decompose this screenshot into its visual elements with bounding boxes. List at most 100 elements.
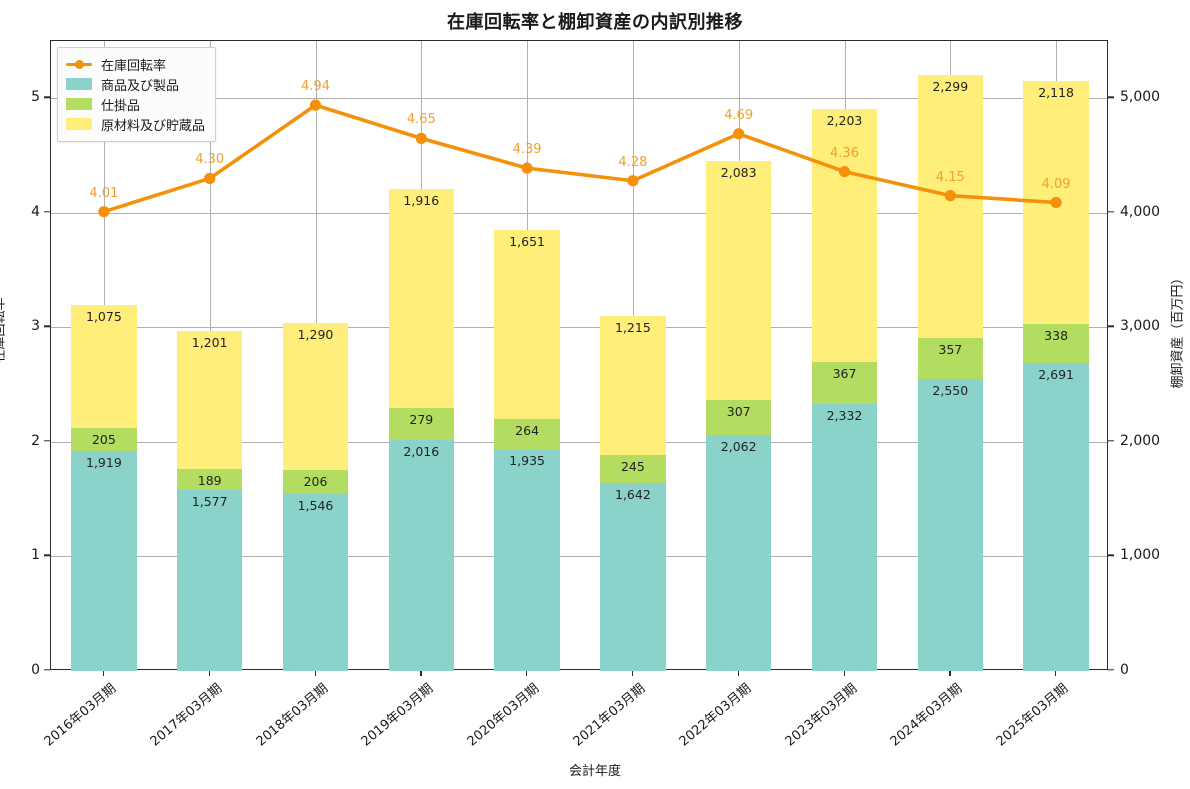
turnover-value-label: 4.69 bbox=[724, 107, 754, 123]
x-tick-mark bbox=[737, 670, 740, 676]
x-tick-mark bbox=[526, 670, 528, 676]
y-tick-mark-left bbox=[44, 96, 50, 98]
bar-segment-merchandise bbox=[1023, 362, 1089, 671]
y-tick-label-left: 0 bbox=[31, 662, 40, 678]
legend-item-wip: 仕掛品 bbox=[66, 94, 205, 114]
bar-segment-materials bbox=[176, 331, 243, 469]
x-tick-mark bbox=[843, 670, 845, 676]
y-tick-mark-left bbox=[44, 669, 50, 671]
y-tick-mark-right bbox=[1108, 669, 1114, 671]
legend-label-materials: 原材料及び貯蔵品 bbox=[101, 118, 206, 134]
bar-value-label: 1,577 bbox=[191, 494, 228, 510]
legend-item-turnover: 在庫回転率 bbox=[66, 54, 205, 74]
bar-segment-wip bbox=[811, 361, 878, 404]
x-tick-mark bbox=[420, 670, 422, 676]
bar-value-label: 307 bbox=[726, 403, 751, 419]
turnover-value-label: 4.65 bbox=[406, 112, 436, 128]
y-tick-mark-left bbox=[44, 440, 50, 442]
x-tick-label: 2017年03月期 bbox=[147, 681, 225, 750]
bar-segment-merchandise bbox=[917, 378, 984, 671]
bar-segment-merchandise bbox=[494, 449, 560, 671]
bar-segment-wip bbox=[282, 470, 349, 494]
legend-item-materials: 原材料及び貯蔵品 bbox=[66, 114, 205, 134]
bar-value-label: 2,550 bbox=[932, 382, 969, 398]
turnover-value-label: 4.30 bbox=[195, 152, 225, 168]
bar-value-label: 1,546 bbox=[297, 497, 334, 513]
bar-segment-wip bbox=[494, 419, 560, 450]
y-tick-mark-right bbox=[1108, 440, 1114, 442]
bar-value-label: 338 bbox=[1044, 328, 1069, 344]
chart-title: 在庫回転率と棚卸資産の内訳別推移 bbox=[447, 12, 743, 33]
bar-segment-merchandise bbox=[282, 493, 349, 671]
bar-value-label: 279 bbox=[409, 412, 434, 428]
bar-value-label: 2,062 bbox=[720, 438, 757, 454]
turnover-value-label: 4.36 bbox=[830, 145, 859, 161]
turnover-line-path bbox=[102, 103, 1058, 214]
y-tick-label-left: 4 bbox=[31, 203, 40, 220]
bar-segment-wip bbox=[388, 408, 455, 441]
bar-value-label: 2,332 bbox=[826, 407, 863, 423]
y-tick-mark-left bbox=[44, 325, 50, 328]
gridline bbox=[51, 327, 1107, 329]
x-axis-title: 会計年度 bbox=[568, 764, 621, 779]
x-tick-label: 2023年03月期 bbox=[782, 681, 860, 750]
bar-value-label: 357 bbox=[938, 342, 963, 358]
bar-segment-wip bbox=[1023, 324, 1089, 363]
legend-label-wip: 仕掛品 bbox=[101, 98, 141, 114]
bar-value-label: 189 bbox=[197, 472, 222, 488]
turnover-value-label: 4.09 bbox=[1041, 176, 1071, 192]
bar-segment-merchandise bbox=[71, 451, 137, 671]
legend-label-turnover: 在庫回転率 bbox=[101, 58, 167, 74]
turnover-value-label: 4.15 bbox=[935, 169, 965, 185]
x-tick-label: 2022年03月期 bbox=[676, 681, 754, 750]
x-tick-label: 2019年03月期 bbox=[358, 681, 437, 750]
x-tick-label: 2021年03月期 bbox=[570, 681, 649, 750]
bar-value-label: 2,083 bbox=[720, 165, 757, 181]
y-tick-label-left: 5 bbox=[31, 89, 40, 106]
bar-segment-materials bbox=[600, 315, 666, 455]
bar-segment-wip bbox=[71, 427, 137, 452]
bar-value-label: 2,203 bbox=[826, 113, 863, 129]
bar-segment-wip bbox=[705, 399, 772, 435]
gridline bbox=[51, 556, 1107, 558]
bar-value-label: 2,299 bbox=[932, 78, 969, 94]
y-tick-label-right: 1,000 bbox=[1120, 547, 1161, 564]
y-tick-mark-left bbox=[44, 211, 50, 213]
y-tick-mark-right bbox=[1108, 554, 1114, 557]
x-tick-mark bbox=[949, 670, 951, 676]
y-tick-mark-right bbox=[1108, 96, 1114, 98]
x-tick-label: 2016年03月期 bbox=[41, 681, 120, 750]
y-tick-label-right: 3,000 bbox=[1120, 318, 1161, 335]
y-tick-label-right: 5,000 bbox=[1120, 89, 1161, 106]
gridline bbox=[51, 98, 1107, 100]
y-tick-label-left: 1 bbox=[31, 547, 40, 564]
plot-area: 1,919 205 1,075 1,577 189 1,201 1,546 206 1,290 2… bbox=[50, 40, 1108, 671]
bar-value-label: 264 bbox=[515, 423, 540, 439]
y-tick-label-left: 3 bbox=[31, 318, 40, 335]
x-tick-label: 2018年03月期 bbox=[253, 681, 331, 750]
bar-value-label: 2,691 bbox=[1038, 366, 1074, 382]
turnover-value-label: 4.94 bbox=[301, 79, 330, 95]
bar-value-label: 1,290 bbox=[297, 326, 334, 342]
bar-value-label: 1,935 bbox=[509, 453, 545, 469]
bar-segment-materials bbox=[282, 322, 349, 471]
bar-segment-materials bbox=[705, 161, 772, 400]
bar-segment-merchandise bbox=[388, 440, 455, 671]
y-tick-label-right: 2,000 bbox=[1120, 432, 1161, 449]
bar-segment-merchandise bbox=[811, 403, 878, 671]
bar-value-label: 245 bbox=[620, 458, 645, 474]
y-tick-label-left: 2 bbox=[31, 432, 40, 449]
bar-segment-wip bbox=[917, 338, 984, 379]
bar-segment-wip bbox=[600, 454, 666, 483]
bar-segment-materials bbox=[917, 74, 984, 338]
y-tick-label-right: 4,000 bbox=[1120, 203, 1161, 220]
bar-value-label: 367 bbox=[832, 365, 857, 381]
turnover-value-label: 4.01 bbox=[89, 185, 119, 201]
bar-segment-materials bbox=[1023, 81, 1089, 325]
y-tick-mark-right bbox=[1108, 211, 1114, 213]
bar-value-label: 1,075 bbox=[85, 308, 122, 324]
turnover-value-label: 4.39 bbox=[512, 142, 542, 158]
y-tick-mark-right bbox=[1108, 325, 1114, 328]
line-marker-icon bbox=[66, 58, 92, 70]
